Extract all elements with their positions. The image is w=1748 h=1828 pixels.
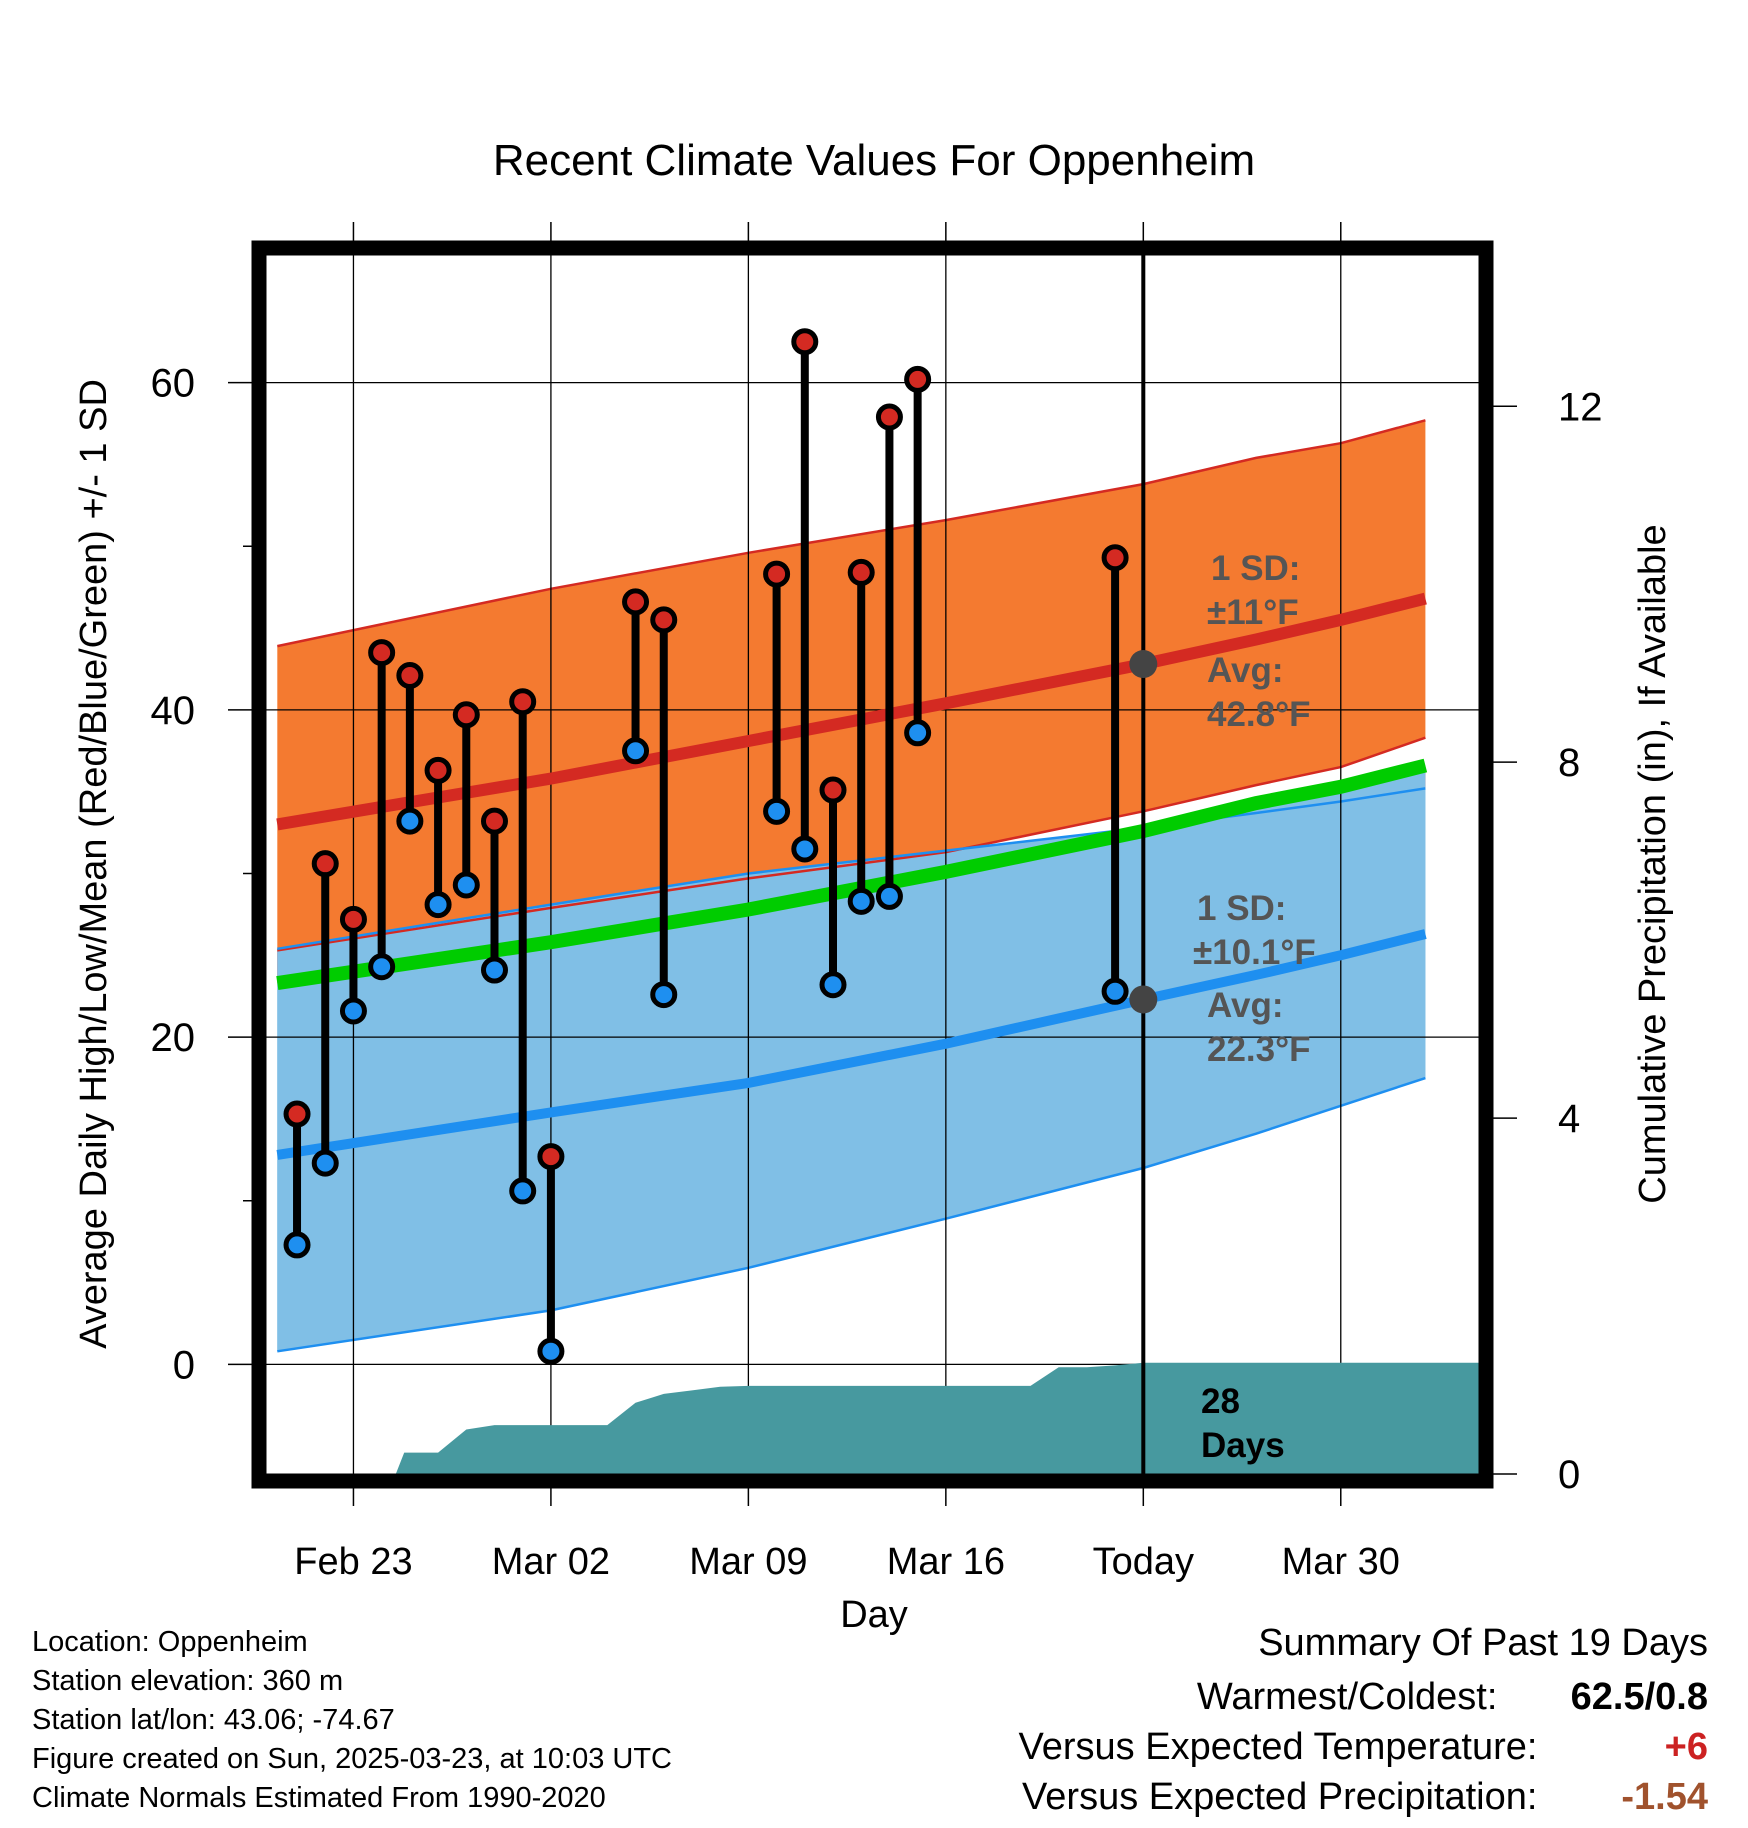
y-tick-label: 40 [151, 689, 196, 733]
obs-low-marker [311, 1149, 339, 1177]
station-info: Location: Oppenheim Station elevation: 3… [32, 1623, 672, 1818]
low-sd-label: 1 SD: [1197, 889, 1286, 928]
y-tick-label: 20 [151, 1016, 196, 1060]
low-sd-value: ±10.1°F [1193, 933, 1316, 972]
low-avg-value: 22.3°F [1207, 1030, 1311, 1069]
x-tick-label: Mar 16 [887, 1541, 1005, 1583]
obs-high-marker [1101, 544, 1129, 572]
y2-axis-label: Cumulative Precipitation (in), If Availa… [1632, 524, 1674, 1203]
x-axis-label: Day [840, 1594, 908, 1636]
obs-high-marker [763, 560, 791, 588]
obs-high-marker [819, 776, 847, 804]
obs-high-marker [650, 606, 678, 634]
y2-tick-label: 12 [1558, 385, 1603, 429]
obs-high-marker [509, 688, 537, 716]
obs-low-marker [537, 1337, 565, 1365]
obs-high-marker [480, 807, 508, 835]
low-lower-edge [277, 1076, 1426, 1353]
obs-high-marker [339, 905, 367, 933]
x-tick-label: Mar 09 [689, 1541, 807, 1583]
obs-low-marker [339, 997, 367, 1025]
obs-high-marker [452, 701, 480, 729]
obs-low-marker [368, 953, 396, 981]
obs-low-marker [875, 882, 903, 910]
y2-tick-label: 0 [1558, 1453, 1580, 1497]
y-tick-label: 0 [173, 1343, 195, 1387]
summary-warmest-coldest: Warmest/Coldest: 62.5/0.8 [1197, 1676, 1708, 1719]
obs-high-marker [424, 756, 452, 784]
obs-low-marker [424, 891, 452, 919]
obs-low-marker [791, 835, 819, 863]
high-lower-edge [277, 736, 1426, 952]
latlon-text: Station lat/lon: 43.06; -74.67 [32, 1704, 395, 1736]
high-avg-value: 42.8°F [1207, 695, 1311, 734]
low-avg-label: Avg: [1207, 986, 1283, 1025]
x-tick-label: Mar 02 [492, 1541, 610, 1583]
precip-value: -1.54 [1621, 1776, 1708, 1818]
days-word: Days [1201, 1426, 1285, 1465]
obs-high-marker [396, 662, 424, 690]
obs-low-marker [396, 807, 424, 835]
obs-low-marker [763, 797, 791, 825]
obs-low-marker [904, 719, 932, 747]
obs-high-marker [904, 365, 932, 393]
high-sd-value: ±11°F [1207, 593, 1299, 632]
obs-low-marker [452, 871, 480, 899]
plot-frame [251, 240, 1494, 1489]
obs-low-marker [650, 981, 678, 1009]
precipitation-area [266, 1362, 1479, 1474]
low-avg-line [276, 929, 1427, 1160]
summary-precipitation: Versus Expected Precipitation: -1.54 [1022, 1776, 1708, 1819]
y-axis-label: Average Daily High/Low/Mean (Red/Blue/Gr… [73, 379, 115, 1349]
mean-avg-line [276, 758, 1428, 991]
obs-low-marker [847, 887, 875, 915]
obs-low-marker [1101, 977, 1129, 1005]
x-tick-label: Mar 30 [1282, 1541, 1400, 1583]
obs-high-marker [875, 403, 903, 431]
days-number: 28 [1201, 1382, 1240, 1421]
temp-label: Versus Expected Temperature: [1018, 1726, 1538, 1768]
elevation-text: Station elevation: 360 m [32, 1665, 344, 1697]
high-upper-edge [277, 419, 1426, 648]
x-tick-label: Today [1093, 1541, 1194, 1583]
low-upper-edge [277, 787, 1426, 951]
created-text: Figure created on Sun, 2025-03-23, at 10… [32, 1743, 672, 1775]
obs-low-marker [509, 1177, 537, 1205]
normals-text: Climate Normals Estimated From 1990-2020 [32, 1782, 606, 1814]
obs-high-marker [622, 588, 650, 616]
location-text: Location: Oppenheim [32, 1626, 308, 1658]
warmest-coldest-value: 62.5/0.8 [1570, 1676, 1708, 1718]
y-tick-label: 60 [151, 362, 196, 406]
obs-low-marker [283, 1231, 311, 1259]
chart-title: Recent Climate Values For Oppenheim [493, 136, 1255, 185]
y2-tick-label: 8 [1558, 741, 1580, 785]
high-sd-band [277, 420, 1426, 951]
high-sd-label: 1 SD: [1211, 549, 1300, 588]
obs-low-marker [480, 956, 508, 984]
obs-low-marker [622, 737, 650, 765]
warmest-coldest-label: Warmest/Coldest: [1196, 1676, 1498, 1718]
y2-tick-label: 4 [1558, 1097, 1580, 1141]
obs-high-marker [311, 850, 339, 878]
obs-high-marker [537, 1143, 565, 1171]
obs-high-marker [847, 558, 875, 586]
summary-title: Summary Of Past 19 Days [1258, 1622, 1708, 1664]
high-avg-line [276, 592, 1427, 831]
x-tick-label: Feb 23 [294, 1541, 412, 1583]
obs-low-marker [819, 971, 847, 999]
precip-label: Versus Expected Precipitation: [1022, 1776, 1538, 1818]
temp-value: +6 [1664, 1726, 1708, 1768]
high-avg-label: Avg: [1207, 651, 1283, 690]
obs-high-marker [791, 328, 819, 356]
obs-high-marker [368, 639, 396, 667]
today-low-avg-marker [1129, 985, 1158, 1014]
today-high-avg-marker [1129, 650, 1158, 679]
summary-temperature: Versus Expected Temperature: +6 [1019, 1726, 1708, 1769]
obs-high-marker [283, 1100, 311, 1128]
